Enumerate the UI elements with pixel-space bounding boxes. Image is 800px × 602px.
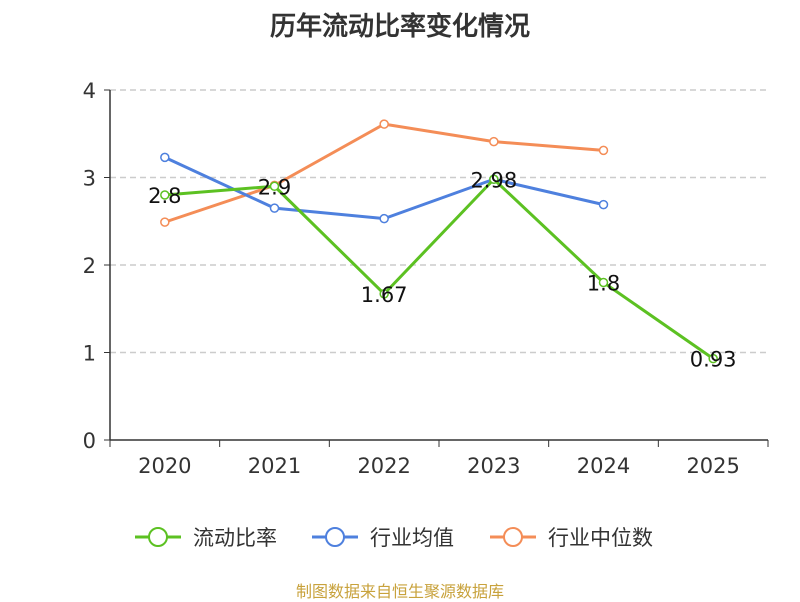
legend-item: 行业中位数 xyxy=(490,526,653,550)
chart-title: 历年流动比率变化情况 xyxy=(269,12,530,42)
legend: 流动比率 行业均值 行业中位数 xyxy=(135,526,653,550)
legend-marker xyxy=(325,527,345,547)
x-tick-label: 2021 xyxy=(248,454,301,478)
data-point xyxy=(379,213,389,224)
y-tick-label: 0 xyxy=(83,429,96,453)
axis-layer: 0 1 2 3 4 2020 2021 2022 2023 2024 2025 xyxy=(83,79,769,478)
y-tick-label: 3 xyxy=(83,167,96,191)
legend-label: 行业均值 xyxy=(370,526,454,550)
legend-item: 行业均值 xyxy=(312,526,454,550)
legend-item: 流动比率 xyxy=(135,526,277,550)
data-point xyxy=(489,136,499,147)
data-point xyxy=(489,174,499,184)
data-label: 0.93 xyxy=(690,348,737,372)
legend-marker xyxy=(148,527,168,547)
data-label: 1.8 xyxy=(587,272,620,296)
x-tick-label: 2024 xyxy=(577,454,630,478)
x-tick-label: 2020 xyxy=(138,454,191,478)
legend-marker xyxy=(503,527,523,547)
data-point xyxy=(598,199,609,210)
y-tick-label: 4 xyxy=(83,79,96,103)
series-line xyxy=(164,177,715,360)
data-label: 2.8 xyxy=(148,184,181,208)
series-line xyxy=(164,122,604,224)
legend-label: 行业中位数 xyxy=(548,526,653,550)
series-line xyxy=(164,156,604,221)
data-point xyxy=(269,181,280,191)
data-label: 1.67 xyxy=(361,283,408,307)
data-point xyxy=(160,217,170,227)
data-label: 2.98 xyxy=(470,168,517,192)
y-tick-label: 2 xyxy=(83,254,96,278)
x-tick-label: 2022 xyxy=(357,454,410,478)
x-tick-label: 2023 xyxy=(467,454,520,478)
data-point xyxy=(379,289,389,299)
data-point xyxy=(160,152,170,163)
source-note: 制图数据来自恒生聚源数据库 xyxy=(295,582,504,601)
legend-label: 流动比率 xyxy=(193,526,277,550)
data-point xyxy=(598,277,609,288)
data-point xyxy=(708,353,718,364)
x-tick-label: 2025 xyxy=(686,454,739,478)
series-layer xyxy=(160,119,718,364)
data-point xyxy=(269,203,280,213)
data-label-layer: 2.8 2.9 1.67 2.98 1.8 0.93 xyxy=(148,168,736,371)
data-point xyxy=(379,119,389,129)
y-tick-label: 1 xyxy=(83,342,96,366)
grid-layer xyxy=(110,89,768,354)
data-label: 2.9 xyxy=(258,175,291,199)
data-point xyxy=(160,190,170,200)
data-point xyxy=(598,145,609,156)
